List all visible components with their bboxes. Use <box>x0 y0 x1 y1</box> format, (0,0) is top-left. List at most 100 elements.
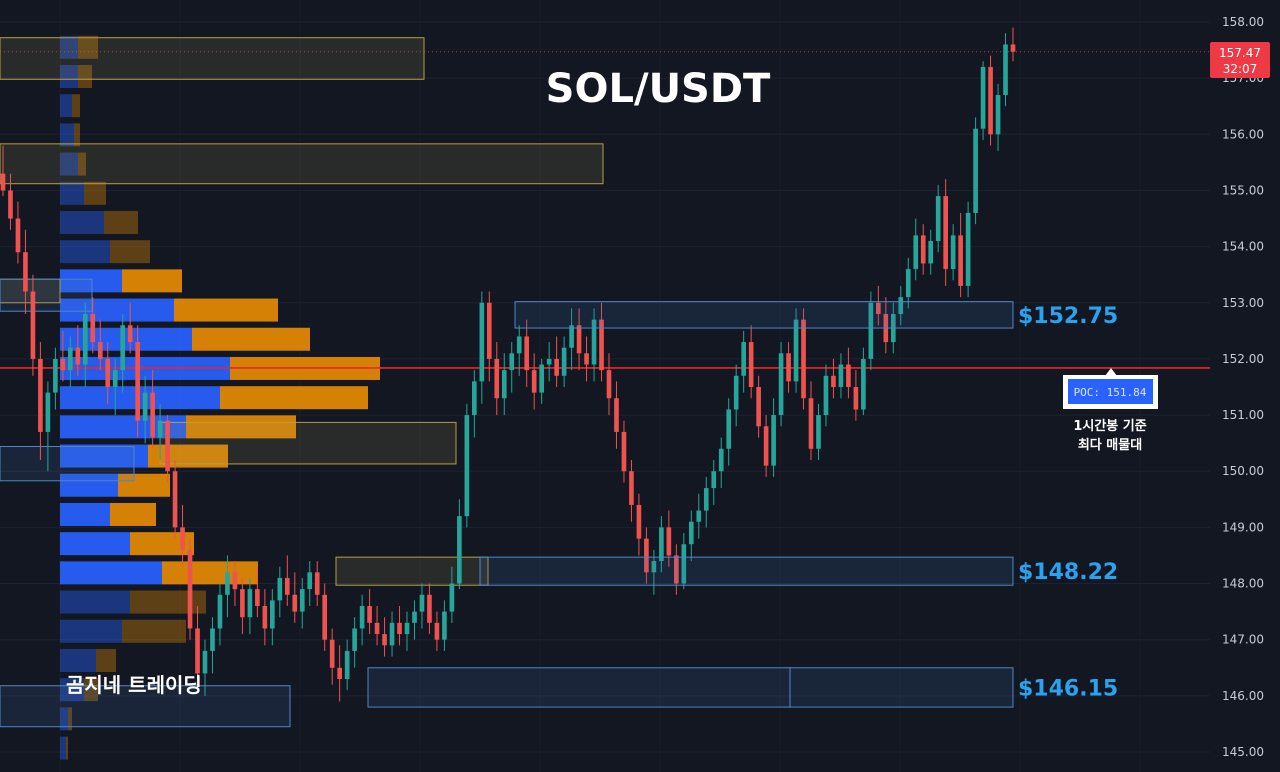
candle-body <box>1003 44 1008 95</box>
candle-body <box>15 218 21 253</box>
candle-body <box>771 415 776 466</box>
candle-body <box>973 128 978 213</box>
y-tick-label: 147.00 <box>1222 633 1264 647</box>
vp-sell-bar <box>104 210 138 234</box>
candle-body <box>30 291 36 359</box>
candle-body <box>150 392 155 438</box>
candle-body <box>142 392 148 421</box>
candle-body <box>920 235 926 264</box>
candle-body <box>733 375 739 410</box>
y-tick-label: 152.00 <box>1222 352 1264 366</box>
vp-buy-bar <box>60 298 174 322</box>
y-tick-label: 154.00 <box>1222 240 1264 254</box>
level-label: $148.22 <box>1018 560 1118 585</box>
candle-body <box>419 594 425 612</box>
candle-body <box>501 370 507 399</box>
vp-sell-bar <box>130 590 206 614</box>
candle-body <box>165 420 170 472</box>
candle-body <box>120 325 126 371</box>
vp-sell-bar <box>162 561 258 585</box>
candle-body <box>127 325 133 343</box>
candle-body <box>988 66 993 135</box>
candle-body <box>367 606 372 623</box>
vp-sell-bar <box>74 123 80 147</box>
candle-body <box>292 594 298 612</box>
candle-body <box>651 561 657 573</box>
current-price-tag: 157.47 32:07 <box>1210 42 1270 78</box>
y-tick-label: 146.00 <box>1222 689 1264 703</box>
candle-body <box>666 527 672 556</box>
candle-body <box>68 347 73 371</box>
candle-body <box>1010 44 1016 52</box>
vp-sell-bar <box>66 736 68 760</box>
candle-body <box>397 622 402 635</box>
y-tick-label: 150.00 <box>1222 464 1264 478</box>
candle-body <box>322 594 328 640</box>
demand-zone <box>0 278 93 312</box>
candle-body <box>195 628 200 674</box>
candle-body <box>561 347 567 376</box>
candle-body <box>45 392 51 432</box>
poc-note-line1: 1시간봉 기준 <box>1073 418 1146 434</box>
candlestick-series <box>0 27 1016 702</box>
candle-body <box>314 572 320 595</box>
candle-body <box>217 594 223 629</box>
poc-label: POC: 151.84 <box>1074 386 1147 399</box>
candle-body <box>876 302 881 314</box>
candle-body <box>928 241 934 264</box>
candle-body <box>763 426 769 466</box>
candle-body <box>442 611 447 640</box>
candle-body <box>629 471 634 505</box>
vp-buy-bar <box>60 327 192 351</box>
y-tick-label: 149.00 <box>1222 520 1264 534</box>
candle-body <box>262 606 268 629</box>
candle-body <box>486 302 492 359</box>
price-axis[interactable]: 145.00 146.00 147.00 148.00 149.00 150.00 151.… <box>1222 15 1264 759</box>
candle-body <box>105 358 111 387</box>
candle-body <box>636 504 642 539</box>
vp-buy-bar <box>60 736 66 760</box>
vp-sell-bar <box>84 678 98 702</box>
candle-body <box>389 622 395 646</box>
vp-sell-bar <box>68 707 72 731</box>
candle-body <box>898 297 904 314</box>
candle-body <box>344 650 350 679</box>
candle-body <box>756 387 761 427</box>
candle-body <box>913 235 919 270</box>
candle-body <box>531 370 537 393</box>
vp-sell-bar <box>110 502 156 526</box>
candle-body <box>75 347 81 365</box>
candle-body <box>112 370 118 387</box>
candle-body <box>82 314 88 365</box>
candle-countdown: 32:07 <box>1223 62 1258 76</box>
level-label: $146.15 <box>1018 676 1118 701</box>
vp-sell-bar <box>122 269 182 293</box>
vp-buy-bar <box>60 386 220 410</box>
candle-body <box>681 544 687 584</box>
vp-sell-bar <box>130 532 194 556</box>
candle-body <box>97 342 103 359</box>
poc-callout: POC: 151.84 1시간봉 기준 최다 매물대 <box>1063 368 1158 453</box>
candle-body <box>202 650 208 674</box>
vp-sell-bar <box>122 619 186 643</box>
supply-zone <box>159 421 457 465</box>
vp-sell-bar <box>84 181 106 205</box>
vp-sell-bar <box>174 298 278 322</box>
vp-sell-bar <box>186 415 296 439</box>
candle-body <box>838 364 844 387</box>
candle-body <box>187 549 193 629</box>
vp-buy-bar <box>60 532 130 556</box>
candle-body <box>457 516 462 584</box>
candle-body <box>554 358 559 376</box>
poc-callout-box <box>1068 379 1153 404</box>
candle-body <box>980 66 986 129</box>
candle-body <box>688 521 694 545</box>
candle-body <box>599 319 604 371</box>
candle-body <box>225 572 230 595</box>
candle-body <box>427 594 432 623</box>
candle-body <box>808 398 814 449</box>
candle-body <box>718 448 724 472</box>
vp-sell-bar <box>78 35 98 59</box>
price-zones <box>0 37 791 728</box>
